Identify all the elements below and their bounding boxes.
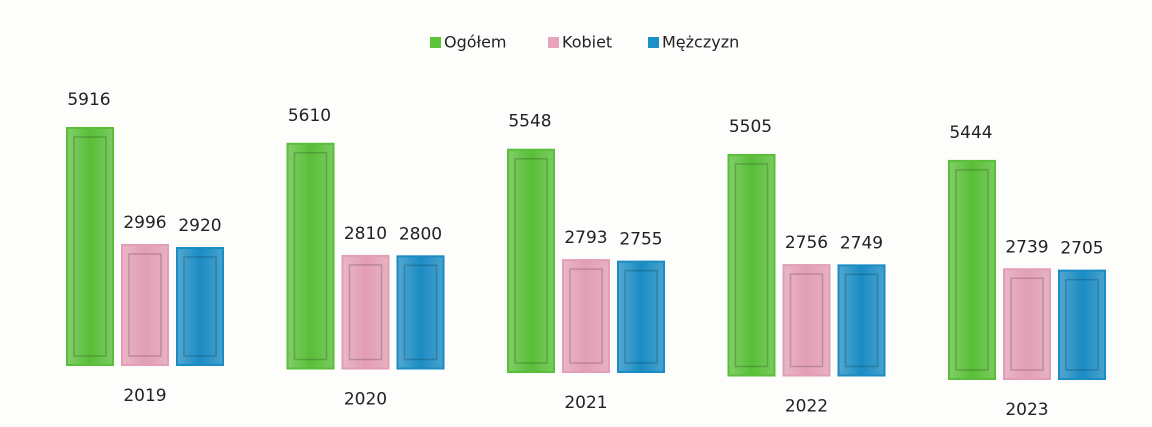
legend-swatch — [430, 37, 441, 48]
bar — [507, 148, 555, 373]
bar-bevel — [844, 273, 879, 368]
bar-bevel — [514, 157, 548, 364]
bar — [1058, 269, 1106, 381]
x-tick-label: 2021 — [564, 393, 607, 413]
data-label: 5916 — [67, 90, 110, 110]
x-tick-label: 2020 — [344, 390, 387, 410]
bar — [121, 243, 169, 367]
data-label: 2800 — [399, 224, 442, 244]
data-label: 2705 — [1060, 239, 1103, 259]
legend-swatch — [548, 37, 559, 48]
x-tick-label: 2019 — [123, 386, 166, 406]
bar-bevel — [624, 269, 658, 364]
bar-bevel — [1065, 278, 1099, 371]
bar — [176, 247, 224, 366]
bar — [617, 260, 665, 373]
bar — [948, 159, 996, 380]
bar — [837, 264, 886, 377]
x-tick-label: 2023 — [1005, 400, 1048, 420]
legend: Ogółem Kobiet Mężczyzn — [430, 33, 739, 52]
legend-label: Ogółem — [444, 33, 507, 52]
data-label: 2996 — [123, 213, 166, 233]
bar — [66, 127, 114, 366]
bar-bevel — [403, 264, 438, 361]
bar — [341, 254, 390, 370]
legend-label: Mężczyzn — [662, 33, 739, 52]
bar-bevel — [955, 169, 989, 371]
data-label: 2920 — [178, 216, 221, 236]
bar-bevel — [293, 152, 328, 361]
data-label: 5548 — [508, 112, 551, 132]
bar-bevel — [128, 253, 162, 357]
bar-bevel — [734, 163, 769, 368]
bar — [396, 255, 445, 370]
bar-bevel — [569, 268, 603, 364]
bar — [782, 264, 831, 377]
bar-bevel — [789, 273, 824, 368]
bar — [562, 259, 610, 374]
bar-bevel — [1010, 277, 1044, 371]
legend-label: Kobiet — [562, 33, 612, 52]
bar — [727, 153, 776, 377]
data-label: 5610 — [288, 106, 331, 126]
data-label: 2793 — [564, 228, 607, 248]
bar-bevel — [348, 264, 383, 361]
bar — [1003, 268, 1051, 380]
data-label: 2755 — [619, 230, 662, 250]
data-label: 2749 — [840, 233, 883, 253]
x-tick-label: 2022 — [785, 397, 828, 417]
data-label: 5505 — [729, 117, 772, 137]
data-label: 2810 — [344, 224, 387, 244]
data-label: 2756 — [785, 233, 828, 253]
bar-bevel — [183, 256, 217, 357]
data-label: 2739 — [1005, 237, 1048, 257]
data-label: 5444 — [949, 123, 992, 143]
bar — [286, 142, 335, 370]
legend-swatch — [648, 37, 659, 48]
bar-bevel — [73, 136, 107, 357]
